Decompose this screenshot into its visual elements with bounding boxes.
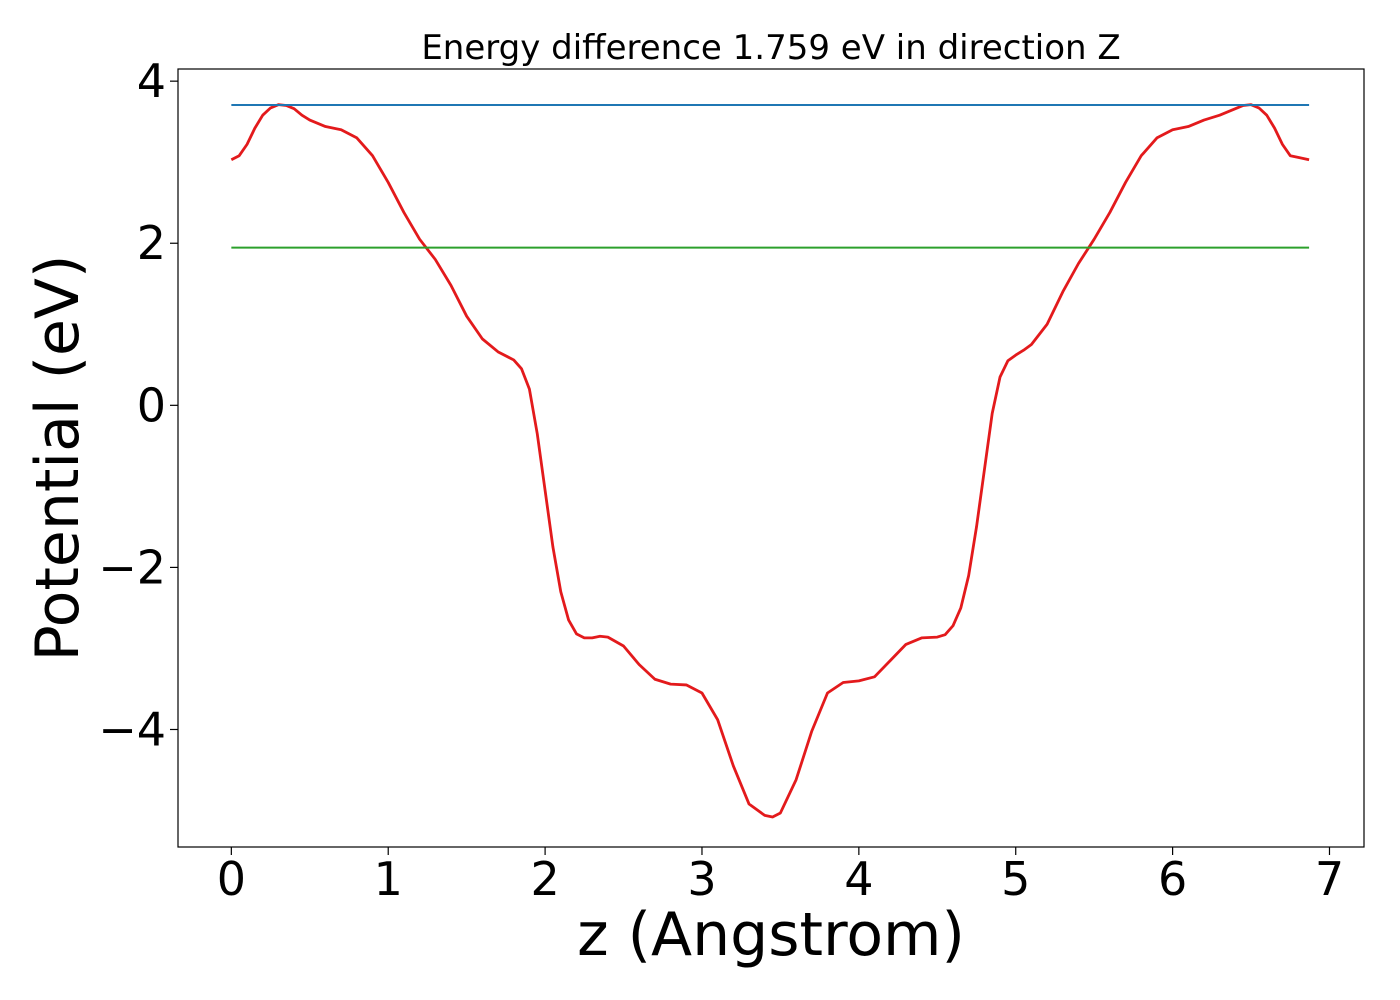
- x-tick-label: 7: [1315, 852, 1344, 906]
- y-axis-label: Potential (eV): [23, 255, 93, 662]
- x-tick-label: 6: [1158, 852, 1187, 906]
- chart-title: Energy difference 1.759 eV in direction …: [421, 28, 1120, 68]
- x-tick-label: 0: [217, 852, 246, 906]
- x-axis-label: z (Angstrom): [577, 900, 965, 970]
- y-tick-label: 0: [137, 378, 166, 432]
- x-tick-label: 2: [530, 852, 559, 906]
- x-tick-label: 5: [1001, 852, 1030, 906]
- y-tick-label: −2: [98, 540, 166, 594]
- plot-frame: [177, 68, 1365, 848]
- x-tick-label: 3: [687, 852, 716, 906]
- potential-curve: [230, 103, 1310, 819]
- y-tick-label: −4: [98, 702, 166, 756]
- plot-area: [230, 103, 1310, 819]
- y-tick-label: 2: [137, 216, 166, 270]
- x-tick-label: 1: [374, 852, 403, 906]
- y-tick-label: 4: [137, 54, 166, 108]
- x-tick-label: 4: [844, 852, 873, 906]
- x-axis-ticks: 0 1 2 3 4 5 6 7: [217, 847, 1344, 906]
- y-axis-ticks: 4 2 0 −2 −4: [98, 54, 178, 756]
